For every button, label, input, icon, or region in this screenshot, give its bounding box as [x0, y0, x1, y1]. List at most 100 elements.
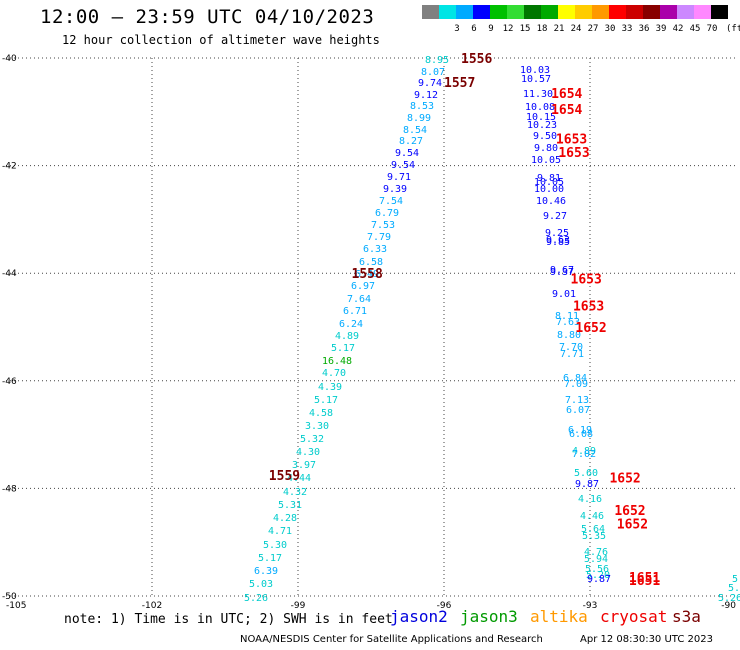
wave-height-label: 10.46	[536, 196, 566, 207]
pass-time-label: 1654	[551, 87, 582, 102]
wave-height-label: 9.54	[395, 148, 419, 159]
lat-tick-label: -42	[2, 162, 17, 172]
lon-tick-label: -90	[721, 601, 736, 610]
wave-height-label: 6.33	[363, 244, 387, 255]
legend-label: 6	[471, 24, 477, 34]
lon-tick-label: -105	[6, 601, 26, 610]
wave-height-label: 9.63	[546, 235, 570, 246]
chart-title: 12:00 – 23:59 UTC 04/10/2023	[40, 6, 375, 28]
wave-height-label: 10.08	[525, 102, 555, 113]
wave-height-label: 9.67	[550, 265, 574, 276]
wave-height-label: 4.71	[268, 526, 292, 537]
wave-height-label: 8.11	[555, 311, 579, 322]
wave-height-label: 5.17	[258, 553, 282, 564]
wave-height-label: 7.70	[559, 342, 583, 353]
wave-height-label: 6.84	[563, 373, 587, 384]
lon-tick-label: -99	[291, 601, 306, 610]
lon-tick-label: -96	[437, 601, 452, 610]
wave-height-label: 16.48	[322, 356, 352, 367]
wave-height-label: 6.19	[568, 425, 592, 436]
legend-label: 42	[672, 24, 684, 34]
wave-height-label: 9.71	[387, 172, 411, 183]
legend-swatch	[473, 5, 490, 19]
wave-height-label: 5.64	[581, 524, 605, 535]
wave-height-label: 6.39	[254, 566, 278, 577]
legend-swatch	[609, 5, 626, 19]
wave-height-label: 9.87	[575, 479, 599, 490]
wave-height-label: 8.80	[557, 330, 581, 341]
wave-height-label: 7.54	[379, 196, 403, 207]
legend-label: 24	[570, 24, 582, 34]
legend-label: 30	[604, 24, 616, 34]
wave-height-label: 5.20	[586, 570, 610, 581]
credit-text: NOAA/NESDIS Center for Satellite Applica…	[240, 634, 543, 645]
footer-note: note: 1) Time is in UTC; 2) SWH is in fe…	[64, 612, 393, 627]
mission-cryosat: cryosat	[600, 607, 668, 626]
wave-height-label: 9.12	[414, 90, 438, 101]
legend-swatch	[422, 5, 439, 19]
wave-height-label: 10.15	[526, 112, 556, 123]
wave-height-label: 5.17	[314, 395, 338, 406]
lat-tick-label: -46	[2, 377, 17, 387]
wave-height-label: 7.53	[371, 220, 395, 231]
wave-height-label: 5.32	[300, 434, 324, 445]
wave-height-label: 3.30	[305, 421, 329, 432]
wave-height-label: 6.71	[343, 306, 367, 317]
wave-height-label: 7.79	[367, 232, 391, 243]
legend-label: 3	[454, 24, 460, 34]
wave-height-label: 9.01	[552, 289, 576, 300]
wave-height-label: 4.89	[572, 446, 596, 457]
wave-height-label: 6.07	[566, 405, 590, 416]
wave-height-label: 5.94	[584, 554, 608, 565]
pass-time-label: 1651	[629, 571, 660, 586]
wave-height-label: 6.08	[569, 429, 593, 440]
wave-height-label: 4.16	[578, 494, 602, 505]
lat-tick-label: -40	[2, 54, 17, 64]
wave-height-label: 10.57	[521, 74, 551, 85]
legend-swatch	[575, 5, 592, 19]
wave-height-label: 11.30	[523, 89, 553, 100]
wave-height-label: 7.63	[556, 317, 580, 328]
wave-height-label: 4.30	[296, 447, 320, 458]
pass-time-label: 1558	[352, 267, 383, 282]
lat-tick-label: -48	[2, 484, 17, 494]
wave-height-label: 9.81	[537, 173, 561, 184]
wave-height-label: 6.24	[339, 319, 363, 330]
wave-height-label: 7.02	[572, 449, 596, 460]
pass-time-label: 1653	[556, 133, 587, 148]
legend-label: 9	[488, 24, 494, 34]
wave-height-label: 5.	[732, 574, 740, 585]
legend-swatch	[507, 5, 524, 19]
wave-height-label: 9.39	[383, 184, 407, 195]
legend-swatch	[439, 5, 456, 19]
pass-time-label: 1654	[551, 103, 582, 118]
wave-height-label: 4.89	[335, 331, 359, 342]
legend-swatch	[677, 5, 694, 19]
wave-height-label: 4.70	[322, 368, 346, 379]
wave-height-label: 7.71	[560, 349, 584, 360]
pass-time-label: 1557	[444, 76, 475, 91]
lat-tick-label: -44	[2, 269, 17, 279]
wave-height-label: 5.35	[582, 531, 606, 542]
legend-label: 18	[536, 24, 548, 34]
wave-height-label: 9.74	[418, 78, 442, 89]
legend-label: 45	[689, 24, 701, 34]
legend-label: 15	[519, 24, 531, 34]
wave-height-label: 9.50	[533, 131, 557, 142]
lon-tick-label: -93	[583, 601, 598, 610]
wave-height-label: 6.58	[359, 257, 383, 268]
legend-label: 12	[502, 24, 514, 34]
wave-height-label: 4.44	[287, 473, 311, 484]
wave-height-label: 9.87	[587, 574, 611, 585]
legend-swatch	[626, 5, 643, 19]
legend-swatch	[490, 5, 507, 19]
mission-altika: altika	[530, 607, 588, 626]
wave-height-label: 9.85	[546, 237, 570, 248]
wave-height-label: 4.39	[318, 382, 342, 393]
wave-height-label: 8.07	[421, 67, 445, 78]
wave-height-label: 5.26	[244, 593, 268, 604]
legend-swatch	[558, 5, 575, 19]
legend-swatch	[524, 5, 541, 19]
wave-height-map: -40 -42 -44 -46 -48 -50-105 -102 -99 -96 -93 -90 8.…	[2, 52, 740, 610]
wave-height-label: 8.99	[407, 113, 431, 124]
